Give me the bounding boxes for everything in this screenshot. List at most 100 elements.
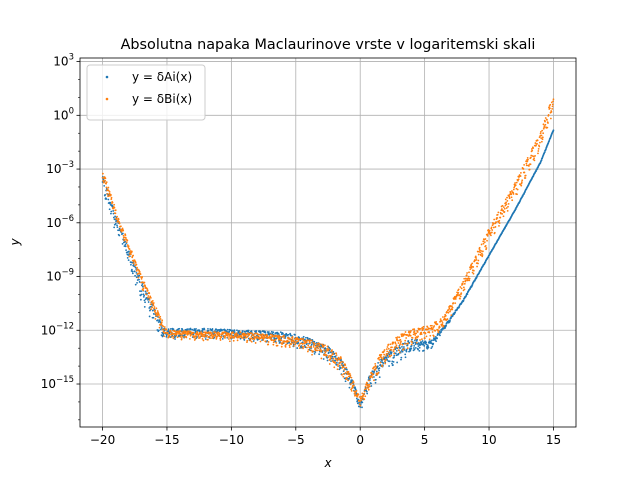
data-point	[465, 279, 468, 282]
data-point	[430, 326, 433, 329]
data-point	[171, 332, 174, 335]
data-point	[194, 338, 197, 340]
data-point	[498, 222, 501, 225]
data-point	[486, 239, 488, 242]
data-point	[446, 318, 449, 320]
data-point	[135, 271, 138, 274]
data-point	[418, 327, 421, 330]
data-point	[255, 330, 258, 332]
data-point	[520, 182, 523, 185]
data-point	[320, 357, 323, 360]
data-point	[212, 336, 215, 339]
data-point	[380, 353, 383, 356]
data-point	[486, 234, 489, 237]
data-point	[376, 365, 379, 368]
data-point	[393, 354, 396, 357]
data-point	[379, 361, 382, 364]
data-point	[279, 335, 282, 338]
data-point	[301, 338, 303, 340]
data-point	[441, 320, 443, 323]
data-point	[516, 188, 519, 191]
data-point	[426, 326, 429, 328]
data-point	[552, 129, 555, 132]
data-point	[285, 343, 288, 346]
data-point	[145, 293, 147, 296]
data-point	[395, 344, 398, 347]
data-point	[272, 331, 275, 334]
data-point	[367, 388, 370, 391]
data-point	[302, 347, 304, 350]
data-point	[122, 229, 125, 232]
data-point	[134, 283, 137, 286]
data-point	[332, 357, 335, 360]
data-point	[371, 376, 374, 379]
data-point	[352, 381, 355, 384]
data-point	[258, 336, 261, 339]
data-point	[413, 347, 415, 349]
data-point	[297, 340, 300, 342]
data-point	[124, 236, 127, 239]
data-point	[432, 327, 434, 330]
data-point	[481, 254, 484, 256]
data-point	[523, 163, 526, 166]
data-point	[226, 328, 229, 331]
data-point	[394, 345, 397, 348]
data-point	[259, 330, 262, 333]
y-tick-label: 10−12	[41, 321, 74, 337]
data-point	[154, 317, 157, 320]
data-point	[399, 338, 402, 341]
data-point	[310, 343, 313, 346]
data-point	[114, 212, 117, 215]
data-point	[121, 232, 124, 235]
data-point	[134, 266, 137, 269]
data-point	[393, 352, 396, 355]
data-point	[279, 331, 282, 334]
data-point	[399, 347, 401, 350]
data-point	[551, 105, 554, 108]
data-point	[227, 336, 229, 338]
data-point	[541, 136, 544, 139]
data-point	[381, 365, 384, 368]
data-point	[384, 362, 387, 365]
data-point	[363, 390, 366, 393]
data-point	[459, 297, 461, 300]
data-point	[340, 360, 343, 363]
data-point	[114, 222, 117, 225]
data-point	[160, 327, 163, 329]
data-point	[257, 333, 260, 336]
data-point	[139, 273, 142, 276]
data-point	[199, 335, 202, 338]
data-point	[431, 339, 433, 342]
data-point	[537, 152, 539, 155]
data-point	[106, 193, 109, 195]
data-point	[467, 277, 470, 280]
data-point	[174, 338, 176, 340]
data-point	[167, 333, 169, 336]
data-point	[405, 350, 408, 353]
data-point	[357, 393, 360, 396]
data-point	[291, 336, 294, 338]
data-point	[375, 365, 378, 368]
data-point	[272, 341, 275, 344]
data-point	[138, 270, 141, 273]
data-point	[250, 335, 253, 338]
data-point	[420, 331, 423, 334]
data-point	[223, 331, 226, 334]
data-point	[370, 375, 373, 377]
data-point	[135, 276, 138, 279]
data-point	[152, 304, 155, 307]
chart-title: Absolutna napaka Maclaurinove vrste v lo…	[121, 37, 536, 53]
data-point	[289, 338, 292, 340]
data-point	[424, 332, 427, 335]
data-point	[283, 335, 285, 338]
plot-frame	[79, 57, 577, 428]
data-point	[125, 249, 127, 252]
data-point	[390, 351, 393, 353]
data-point	[298, 344, 301, 347]
x-tick-label: −15	[154, 433, 179, 447]
data-point	[159, 328, 162, 331]
data-point	[147, 296, 149, 299]
data-point	[498, 224, 500, 227]
data-point	[419, 339, 421, 341]
data-point	[410, 347, 413, 350]
